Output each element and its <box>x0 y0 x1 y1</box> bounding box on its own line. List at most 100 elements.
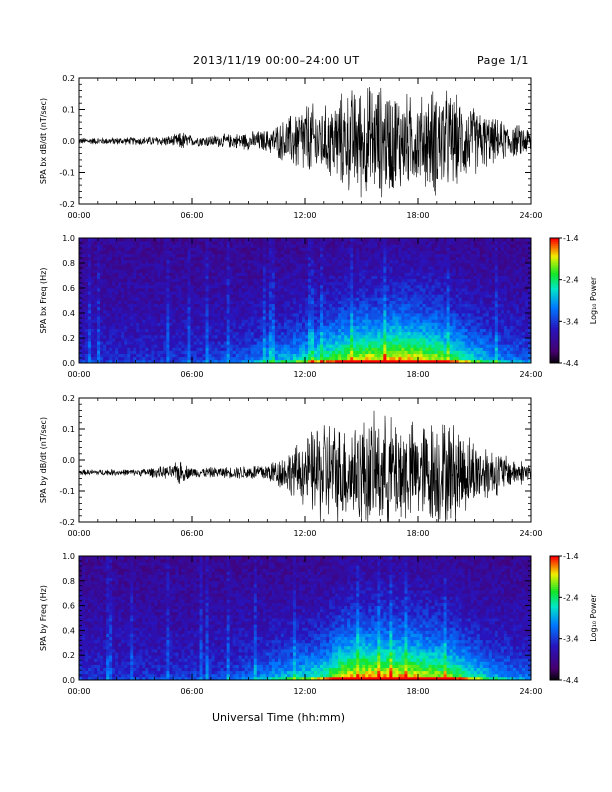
spectrogram-cell <box>305 300 309 305</box>
spectrogram-cell <box>244 281 249 286</box>
spectrogram-cell <box>311 297 315 301</box>
spectrogram-cell <box>121 284 125 289</box>
spectrogram-cell <box>184 284 188 289</box>
spectrogram-cell <box>422 338 426 342</box>
spectrogram-cell <box>259 256 264 261</box>
spectrogram-cell <box>163 300 167 305</box>
spectrogram-cell <box>187 325 191 330</box>
spectrogram-cell <box>160 313 164 317</box>
spectrogram-cell <box>223 359 228 363</box>
spectrogram-cell <box>235 300 240 305</box>
spectrogram-cell <box>407 297 411 301</box>
spectrogram-cell <box>413 288 417 292</box>
spectrogram-cell <box>85 269 89 273</box>
spectrogram-cell <box>229 241 234 245</box>
spectrogram-cell <box>446 341 451 345</box>
spectrogram-cell <box>350 275 354 280</box>
spectrogram-cell <box>341 263 345 267</box>
spectrogram-cell <box>205 247 209 251</box>
spectrogram-cell <box>130 325 134 330</box>
spectrogram-cell <box>232 241 237 245</box>
spectrogram-cell <box>235 244 240 248</box>
spectrogram-cell <box>347 331 351 336</box>
spectrogram-cell <box>314 341 318 345</box>
spectrogram-cell <box>317 306 321 311</box>
spectrogram-cell <box>368 300 372 305</box>
spectrogram-cell <box>79 309 83 314</box>
spectrogram-cell <box>380 259 384 264</box>
spectrogram-cell <box>238 275 243 280</box>
spectrogram-cell <box>437 350 441 355</box>
spectrogram-cell <box>359 338 363 342</box>
spectrogram-cell <box>103 338 107 342</box>
spectrogram-cell <box>148 250 152 255</box>
spectrogram-cell <box>157 319 161 323</box>
spectrogram-cell <box>130 300 134 305</box>
spectrogram-cell <box>214 303 219 308</box>
spectrogram-cell <box>289 241 294 245</box>
spectrogram-cell <box>160 328 164 333</box>
spectrogram-cell <box>244 306 249 311</box>
spectrogram-cell <box>395 359 399 363</box>
spectrogram-cell <box>301 291 306 295</box>
spectrogram-cell <box>428 341 432 345</box>
spectrogram-cell <box>154 291 158 295</box>
spectrogram-cell <box>205 291 209 295</box>
spectrogram-cell <box>244 341 249 345</box>
spectrogram-cell <box>404 331 408 336</box>
spectrogram-cell <box>223 241 228 245</box>
spectrogram-cell <box>395 275 399 280</box>
spectrogram-cell <box>268 272 273 276</box>
spectrogram-cell <box>344 347 348 351</box>
spectrogram-cell <box>187 291 191 295</box>
spectrogram-cell <box>235 341 240 345</box>
spectrogram-cell <box>79 272 83 276</box>
spectrogram-cell <box>347 325 351 330</box>
spectrogram-cell <box>277 269 282 273</box>
spectrogram-cell <box>97 325 101 330</box>
spectrogram-cell <box>368 359 372 363</box>
spectrogram-cell <box>232 297 237 301</box>
spectrogram-cell <box>335 288 339 292</box>
spectrogram-cell <box>341 247 345 251</box>
spectrogram-cell <box>148 309 152 314</box>
spectrogram-cell <box>184 238 188 242</box>
spectrogram-cell <box>112 309 116 314</box>
spectrogram-cell <box>404 288 408 292</box>
spectrogram-cell <box>419 256 423 261</box>
spectrogram-cell <box>440 241 445 245</box>
spectrogram-cell <box>214 313 219 317</box>
spectrogram-cell <box>295 306 300 311</box>
spectrogram-cell <box>136 241 140 245</box>
spectrogram-cell <box>241 334 246 339</box>
spectrogram-cell <box>283 297 288 301</box>
spectrogram-cell <box>166 322 170 326</box>
spectrogram-cell <box>380 272 384 276</box>
spectrogram-cell <box>196 278 200 283</box>
spectrogram-cell <box>256 344 261 348</box>
spectrogram-cell <box>347 316 351 320</box>
spectrogram-cell <box>91 297 95 301</box>
spectrogram-cell <box>241 338 246 342</box>
spectrogram-cell <box>82 263 86 267</box>
spectrogram-cell <box>446 359 451 363</box>
spectrogram-cell <box>365 263 369 267</box>
spectrogram-cell <box>193 359 197 363</box>
spectrogram-cell <box>88 356 92 361</box>
spectrogram-cell <box>371 247 375 251</box>
spectrogram-cell <box>196 247 200 251</box>
spectrogram-cell <box>133 288 137 292</box>
spectrogram-cell <box>380 288 384 292</box>
spectrogram-cell <box>392 356 396 361</box>
spectrogram-cell <box>329 259 333 264</box>
spectrogram-cell <box>368 259 372 264</box>
spectrogram-cell <box>308 338 312 342</box>
spectrogram-cell <box>356 353 360 358</box>
spectrogram-cell <box>202 313 206 317</box>
spectrogram-cell <box>139 306 143 311</box>
spectrogram-cell <box>326 356 330 361</box>
spectrogram-cell <box>151 319 155 323</box>
spectrogram-cell <box>226 253 231 258</box>
spectrogram-cell <box>398 334 402 339</box>
spectrogram-cell <box>314 347 318 351</box>
